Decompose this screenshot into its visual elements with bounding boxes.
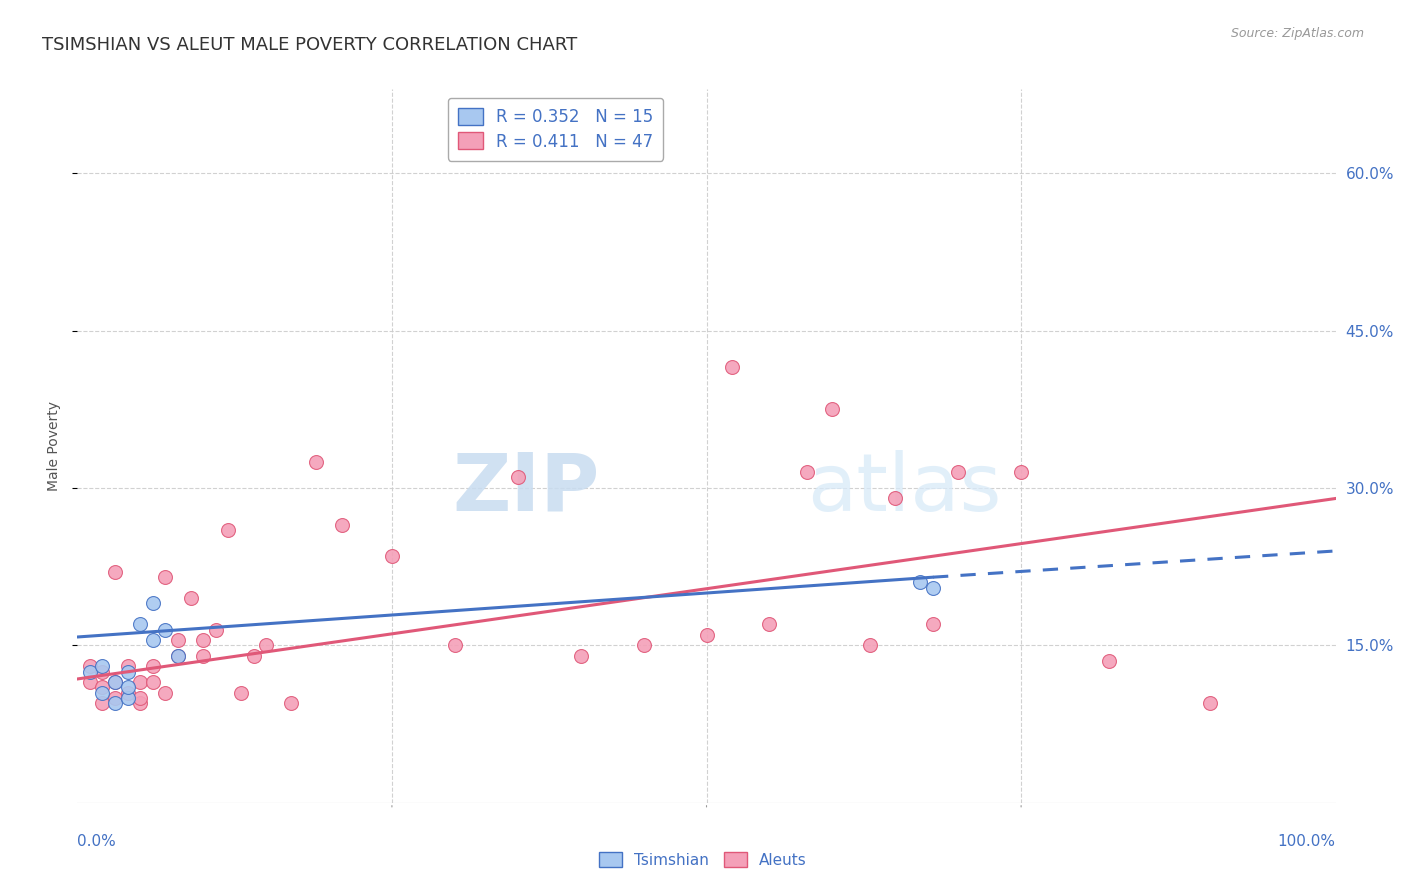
- Point: [91, 685, 114, 699]
- Point: [129, 696, 152, 710]
- Point: [444, 639, 467, 653]
- Point: [180, 591, 202, 606]
- Point: [129, 690, 152, 705]
- Point: [821, 402, 844, 417]
- Point: [330, 517, 353, 532]
- Point: [117, 665, 139, 679]
- Point: [117, 690, 139, 705]
- Point: [117, 685, 139, 699]
- Point: [104, 675, 127, 690]
- Point: [1098, 654, 1121, 668]
- Point: [191, 633, 215, 648]
- Point: [569, 648, 592, 663]
- Point: [720, 360, 742, 375]
- Legend: R = 0.352   N = 15, R = 0.411   N = 47: R = 0.352 N = 15, R = 0.411 N = 47: [447, 97, 664, 161]
- Legend: Tsimshian, Aleuts: Tsimshian, Aleuts: [593, 846, 813, 873]
- Point: [104, 675, 127, 690]
- Point: [104, 696, 127, 710]
- Point: [142, 596, 165, 610]
- Point: [242, 648, 264, 663]
- Point: [758, 617, 780, 632]
- Point: [91, 681, 114, 695]
- Point: [191, 648, 215, 663]
- Point: [155, 685, 177, 699]
- Y-axis label: Male Poverty: Male Poverty: [46, 401, 60, 491]
- Point: [117, 681, 139, 695]
- Point: [155, 570, 177, 584]
- Point: [167, 648, 190, 663]
- Point: [633, 639, 655, 653]
- Point: [142, 659, 165, 673]
- Point: [381, 549, 404, 564]
- Point: [79, 665, 101, 679]
- Point: [91, 659, 114, 673]
- Point: [229, 685, 252, 699]
- Text: 100.0%: 100.0%: [1278, 834, 1336, 849]
- Text: TSIMSHIAN VS ALEUT MALE POVERTY CORRELATION CHART: TSIMSHIAN VS ALEUT MALE POVERTY CORRELAT…: [42, 36, 578, 54]
- Point: [859, 639, 882, 653]
- Point: [104, 690, 127, 705]
- Text: ZIP: ZIP: [453, 450, 599, 528]
- Point: [696, 628, 718, 642]
- Point: [129, 617, 152, 632]
- Point: [922, 581, 945, 595]
- Point: [910, 575, 932, 590]
- Point: [79, 675, 101, 690]
- Point: [155, 623, 177, 637]
- Text: 0.0%: 0.0%: [77, 834, 117, 849]
- Point: [167, 633, 190, 648]
- Text: atlas: atlas: [807, 450, 1001, 528]
- Point: [129, 675, 152, 690]
- Point: [280, 696, 302, 710]
- Point: [254, 639, 277, 653]
- Point: [91, 665, 114, 679]
- Point: [79, 659, 101, 673]
- Point: [117, 659, 139, 673]
- Point: [217, 523, 239, 537]
- Point: [506, 470, 529, 484]
- Point: [204, 623, 226, 637]
- Point: [167, 648, 190, 663]
- Point: [922, 617, 945, 632]
- Point: [948, 465, 970, 479]
- Text: Source: ZipAtlas.com: Source: ZipAtlas.com: [1230, 27, 1364, 40]
- Point: [1010, 465, 1032, 479]
- Point: [142, 633, 165, 648]
- Point: [142, 675, 165, 690]
- Point: [796, 465, 818, 479]
- Point: [104, 565, 127, 579]
- Point: [91, 696, 114, 710]
- Point: [305, 455, 328, 469]
- Point: [1199, 696, 1222, 710]
- Point: [884, 491, 907, 506]
